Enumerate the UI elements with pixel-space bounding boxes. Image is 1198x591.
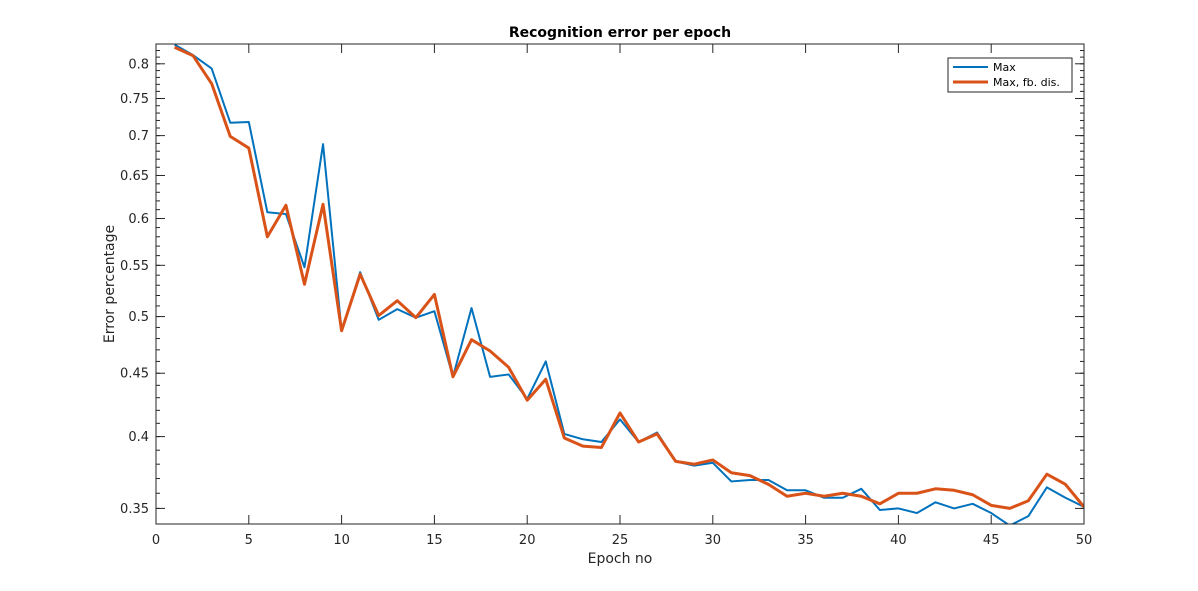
series-line-max-fb-dis xyxy=(173,45,1084,510)
y-tick-label: 0.7 xyxy=(128,129,149,144)
series-layer xyxy=(173,44,1084,524)
chart-title: Recognition error per epoch xyxy=(509,25,731,41)
y-tick-label: 0.35 xyxy=(120,502,149,517)
legend-label-max-fb-dis: Max, fb. dis. xyxy=(993,76,1060,89)
y-tick-label: 0.75 xyxy=(120,92,149,107)
y-tick-label: 0.8 xyxy=(128,57,149,72)
x-tick-label: 5 xyxy=(245,533,253,548)
x-tick-label: 30 xyxy=(705,533,722,548)
x-axis-ticks: 0 5 10 15 20 25 30 35 40 45 50 xyxy=(152,44,1092,548)
y-axis-ticks: 0.35 0.4 0.45 0.5 0.55 0.6 0.65 0.7 0.75 0.8 xyxy=(120,43,1084,525)
x-tick-label: 10 xyxy=(333,533,350,548)
y-tick-label: 0.65 xyxy=(120,169,149,184)
y-axis-label: Error percentage xyxy=(102,225,118,343)
series-line-max xyxy=(174,44,1084,524)
x-tick-label: 50 xyxy=(1076,533,1093,548)
x-tick-label: 20 xyxy=(519,533,536,548)
y-tick-label: 0.6 xyxy=(128,212,149,227)
x-tick-label: 0 xyxy=(152,533,160,548)
plot-area xyxy=(156,44,1084,524)
x-tick-label: 45 xyxy=(983,533,1000,548)
legend[interactable]: Max Max, fb. dis. xyxy=(947,57,1073,93)
x-tick-label: 35 xyxy=(797,533,814,548)
legend-box xyxy=(947,57,1073,93)
x-tick-label: 25 xyxy=(612,533,629,548)
y-tick-label: 0.55 xyxy=(120,259,149,274)
y-tick-label: 0.4 xyxy=(128,430,149,445)
y-tick-label: 0.5 xyxy=(128,310,149,325)
x-tick-label: 15 xyxy=(426,533,443,548)
x-tick-label: 40 xyxy=(890,533,907,548)
y-tick-label: 0.45 xyxy=(120,367,149,382)
plot-border xyxy=(155,43,1085,525)
x-axis-label: Epoch no xyxy=(588,551,653,567)
legend-label-max: Max xyxy=(993,61,1016,74)
